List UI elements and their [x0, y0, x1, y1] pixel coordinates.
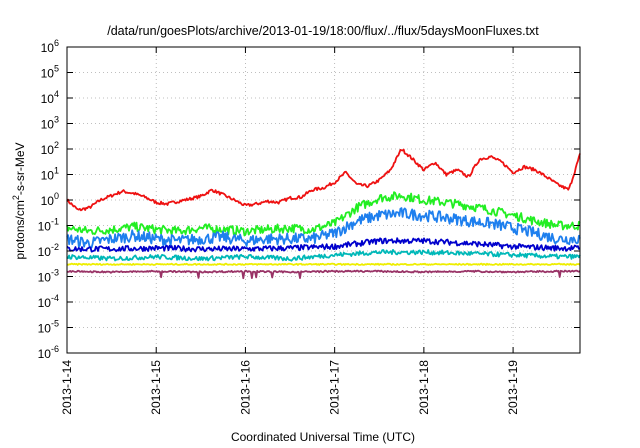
series-line-5 — [66, 262, 581, 266]
series-line-0 — [66, 148, 581, 212]
y-tick-label: 105 — [41, 64, 59, 81]
y-tick-label: 10-3 — [38, 268, 59, 285]
series-line-1 — [66, 191, 581, 237]
y-tick-label: 10-6 — [38, 344, 59, 361]
y-tick-label: 10-2 — [38, 242, 59, 259]
x-tick-label: 2013-1-17 — [328, 360, 342, 415]
y-tick-label: 10-4 — [38, 293, 59, 310]
y-tick-label: 101 — [41, 166, 59, 183]
series-line-3 — [66, 237, 580, 253]
axis-ticks — [66, 46, 580, 354]
x-tick-label: 2013-1-19 — [506, 360, 520, 415]
y-tick-label: 100 — [41, 191, 59, 208]
y-tick-label: 102 — [41, 140, 59, 157]
x-tick-labels: 2013-1-14 2013-1-15 2013-1-16 2013-1-17 2013… — [60, 360, 520, 415]
chart-title: /data/run/goesPlots/archive/2013-01-19/1… — [107, 24, 539, 38]
x-tick-label: 2013-1-14 — [60, 360, 74, 415]
series-line-6 — [67, 269, 581, 280]
x-tick-label: 2013-1-18 — [417, 360, 431, 415]
y-tick-label: 10-5 — [38, 319, 59, 336]
x-tick-label: 2013-1-15 — [149, 360, 163, 415]
y-tick-label: 10-1 — [38, 217, 59, 234]
y-tick-label: 103 — [41, 115, 59, 132]
series-line-4 — [66, 249, 581, 262]
y-axis-label: protons/cm2-s-sr-MeV — [11, 142, 27, 259]
grid-lines — [67, 47, 580, 353]
series-line-2 — [66, 207, 581, 249]
y-tick-labels: 10-6 10-5 10-4 10-3 10-2 10-1 100 101 102 103 104 1… — [38, 38, 59, 361]
x-axis-label: Coordinated Universal Time (UTC) — [231, 430, 415, 444]
data-series — [66, 148, 581, 280]
y-tick-label: 104 — [41, 89, 59, 106]
y-tick-label: 106 — [41, 38, 59, 55]
x-tick-label: 2013-1-16 — [238, 360, 252, 415]
